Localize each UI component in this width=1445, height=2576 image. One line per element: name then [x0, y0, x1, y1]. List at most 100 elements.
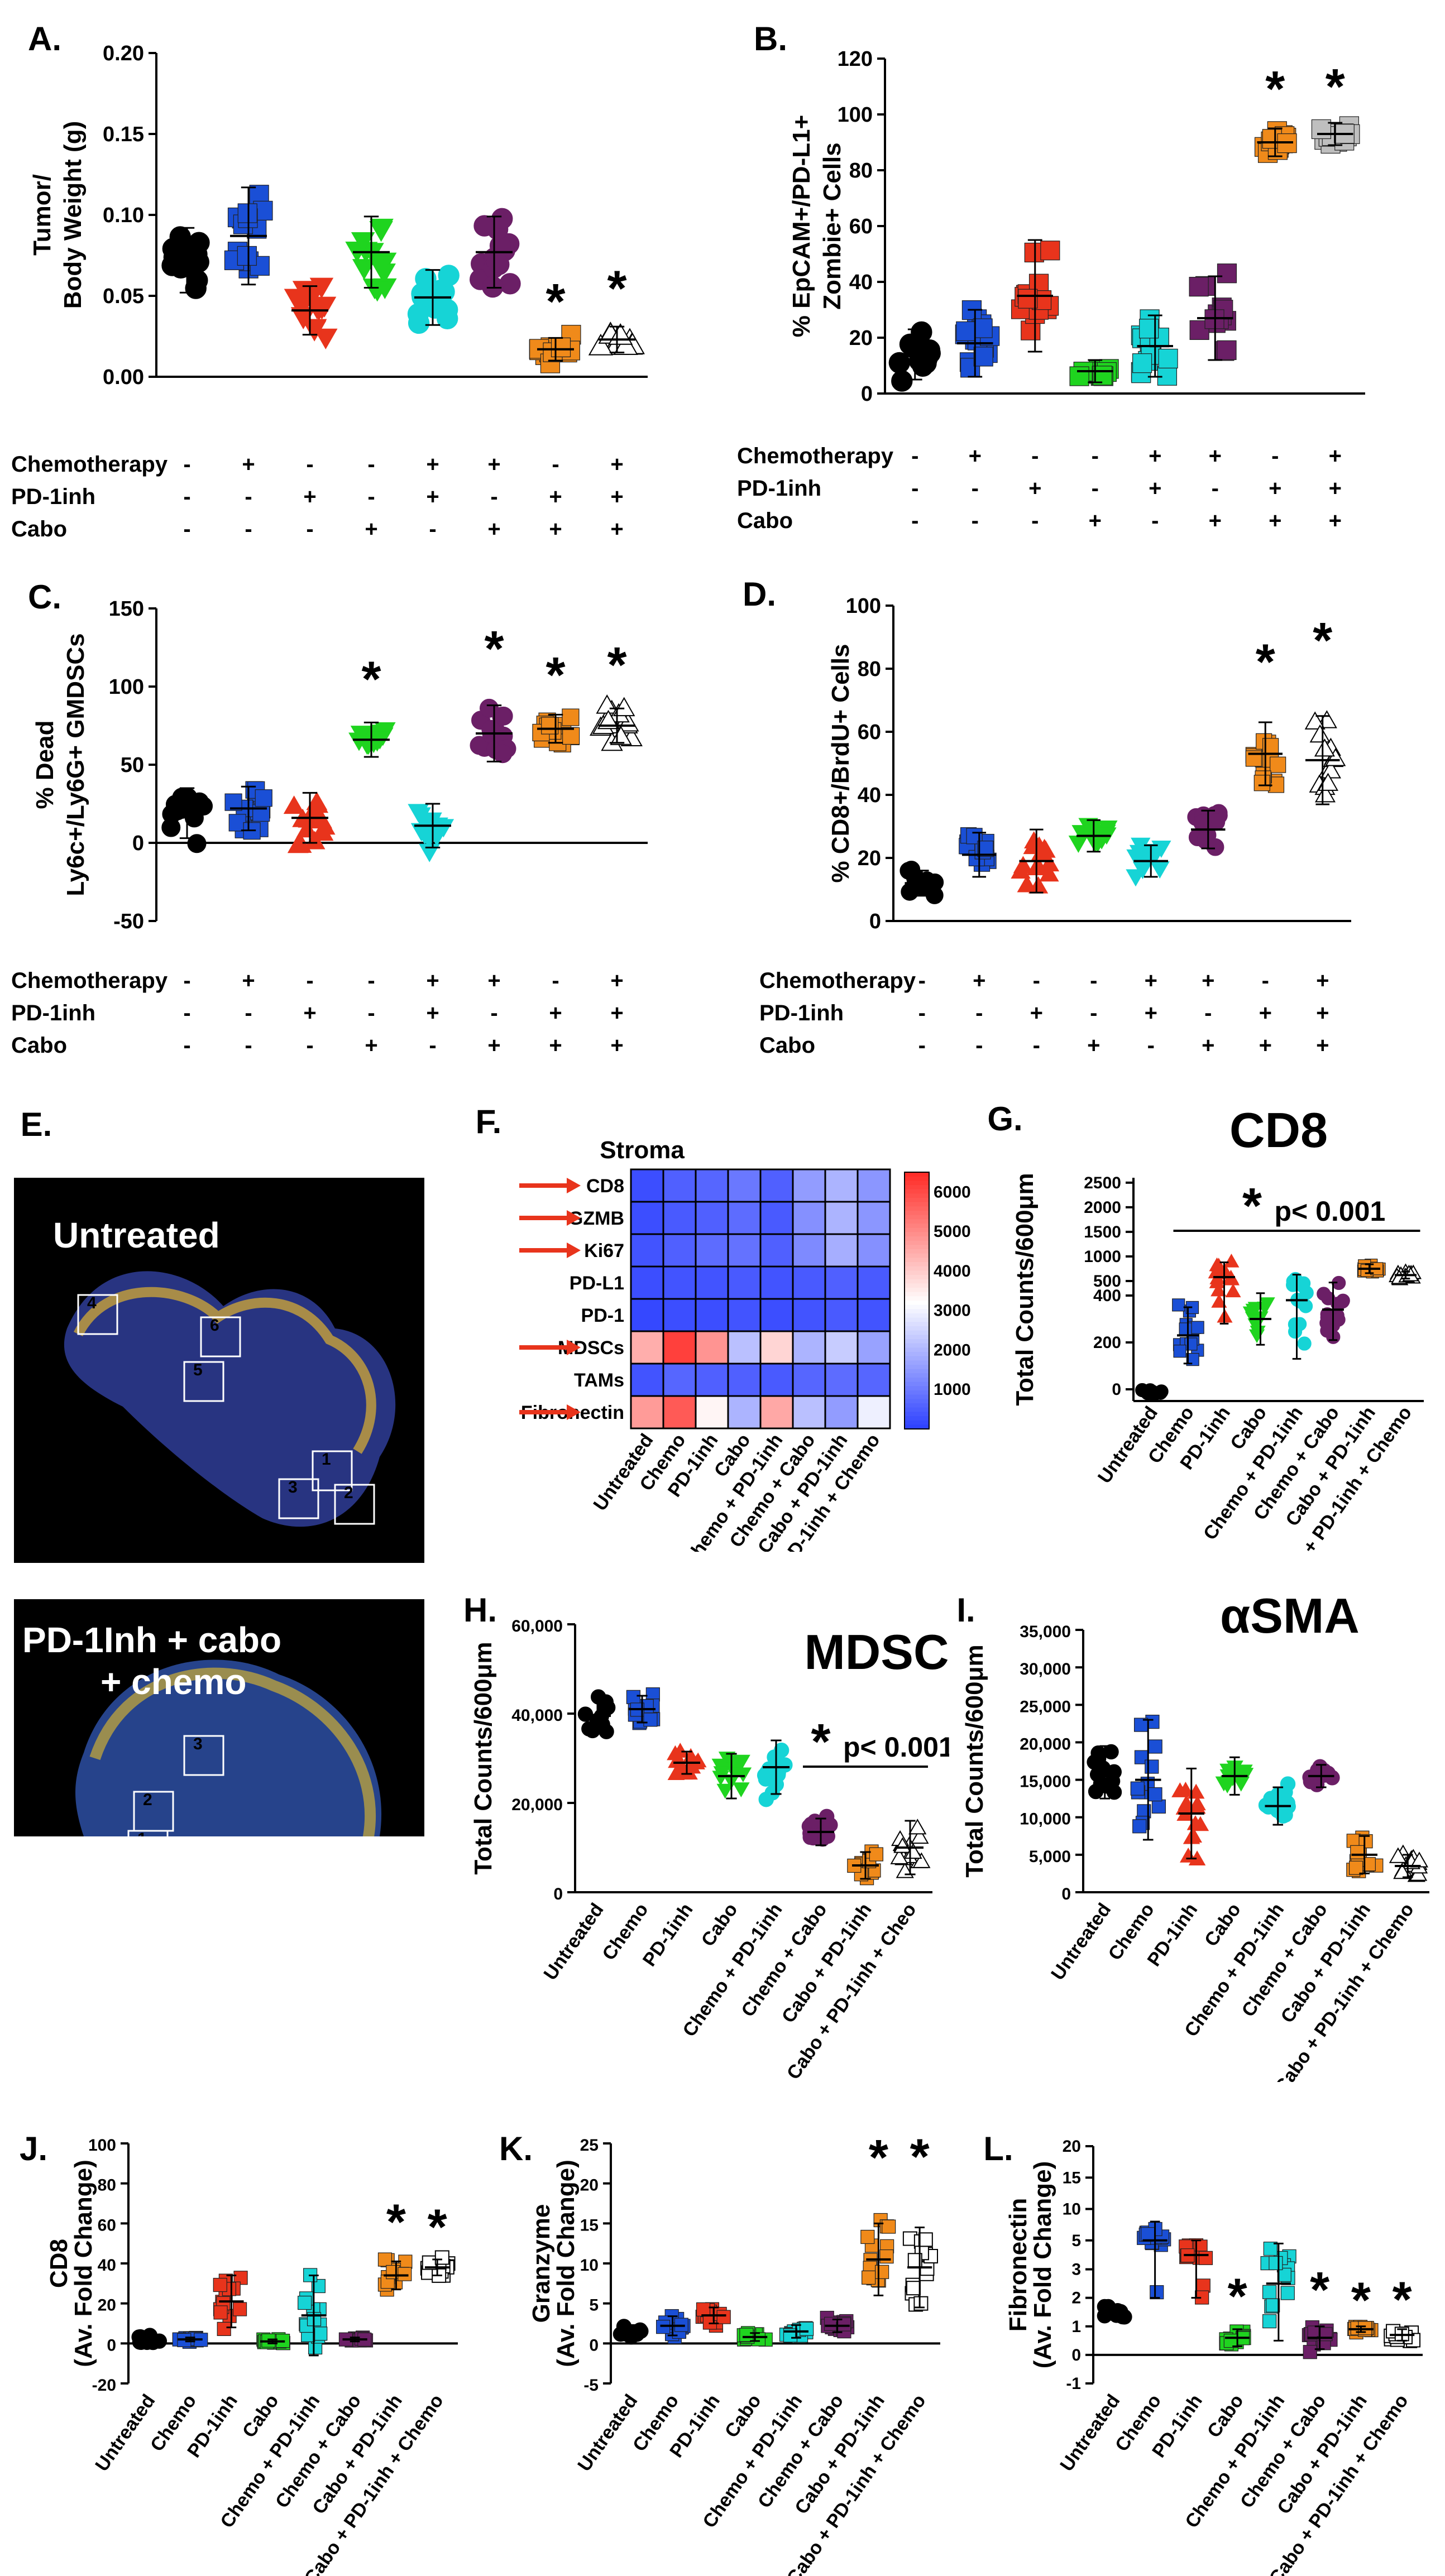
treatment-sign: +	[303, 485, 316, 509]
y-tick-label: 2	[1071, 2289, 1081, 2308]
data-point	[1191, 1321, 1204, 1334]
y-tick-label: 0	[1112, 1380, 1121, 1399]
data-point	[734, 1767, 752, 1783]
data-point	[862, 2270, 876, 2285]
category-label: Untreated	[1047, 1899, 1115, 1984]
treatment-sign: +	[610, 452, 623, 477]
group-points	[213, 2271, 248, 2337]
panel-label: E.	[21, 1106, 52, 1143]
colorbar-segment	[905, 1424, 929, 1429]
treatment-sign: -	[975, 1033, 983, 1058]
treatment-row-label: PD-1inh	[737, 476, 821, 501]
heatmap-cell	[759, 1363, 794, 1397]
heatmap-cell	[857, 1395, 891, 1429]
colorbar-segment	[905, 1283, 929, 1288]
colorbar-segment	[905, 1309, 929, 1314]
y-tick-label: 0	[861, 382, 873, 406]
data-point	[588, 333, 614, 356]
treatment-sign: +	[426, 485, 439, 509]
treatment-sign: -	[429, 1033, 436, 1058]
data-point	[920, 2261, 935, 2276]
data-point	[911, 1827, 929, 1844]
data-point	[1259, 1297, 1275, 1311]
y-tick-label: 10	[580, 2256, 599, 2275]
heatmap-cell	[630, 1168, 664, 1203]
arrow-head	[567, 1210, 581, 1226]
y-tick-label: 35,000	[1020, 1623, 1071, 1641]
colorbar-frame	[904, 1172, 930, 1429]
treatment-sign: +	[969, 444, 982, 468]
significance-star: *	[811, 1714, 830, 1770]
treatment-sign: -	[1204, 1001, 1212, 1025]
significance-star: *	[546, 274, 565, 330]
region-number: 5	[193, 1361, 203, 1379]
data-point	[713, 1766, 731, 1781]
data-point	[1303, 2345, 1317, 2359]
y-tick-label: 1500	[1084, 1223, 1121, 1241]
group-points	[1260, 2242, 1296, 2329]
data-point	[283, 795, 305, 814]
y-tick-label: 20	[98, 2296, 116, 2315]
data-point	[882, 2219, 896, 2234]
treatment-sign: +	[1028, 476, 1041, 501]
panel-d: D. % CD8+/BrdU+ Cells 0 20 40 60 80 100 * * Chemot…	[743, 575, 1351, 1058]
group-points	[470, 208, 521, 298]
colorbar-segment	[905, 1224, 929, 1229]
image-caption: + chemo	[101, 1662, 246, 1702]
group-points	[959, 827, 997, 872]
y-axis-label: Total Counts/600μm	[470, 1642, 497, 1874]
data-point	[800, 2321, 814, 2336]
treatment-sign: -	[183, 1033, 190, 1058]
data-point	[599, 1724, 614, 1739]
treatment-sign: -	[245, 517, 252, 541]
group-points	[626, 1687, 661, 1730]
treatment-sign: +	[1259, 1033, 1272, 1058]
heatmap-cell	[727, 1363, 762, 1397]
panel-label: H.	[463, 1591, 497, 1629]
colorbar-segment	[905, 1403, 929, 1408]
data-point	[597, 709, 620, 730]
region-number: 1	[137, 1830, 147, 1836]
treatment-row-label: Cabo	[759, 1033, 815, 1058]
data-point	[1039, 854, 1060, 872]
treatment-sign: -	[972, 476, 979, 501]
y-axis-label: Total Counts/600μm	[1011, 1173, 1039, 1405]
data-point	[562, 708, 580, 726]
treatment-sign: +	[1202, 1033, 1214, 1058]
data-point	[1350, 1845, 1365, 1859]
significance-star: *	[428, 2200, 447, 2256]
data-point	[1266, 2298, 1280, 2313]
group-points	[224, 185, 273, 279]
data-point	[1023, 837, 1043, 855]
group-points	[1187, 804, 1228, 856]
data-point	[1269, 2256, 1283, 2271]
data-point	[1223, 1271, 1240, 1285]
colorbar-segment	[905, 1381, 929, 1387]
region-number: 4	[87, 1294, 97, 1312]
treatment-sign: -	[1092, 476, 1099, 501]
treatment-sign: +	[1329, 444, 1342, 468]
y-tick-label: 10,000	[1020, 1810, 1071, 1829]
data-point	[1082, 821, 1103, 838]
data-point	[1151, 1799, 1166, 1814]
treatment-row-label: PD-1inh	[759, 1001, 844, 1025]
data-point	[255, 789, 272, 807]
data-point	[1148, 1787, 1162, 1802]
significance-star: *	[607, 261, 626, 316]
data-point	[1171, 1782, 1189, 1797]
data-point	[918, 2232, 933, 2247]
colorbar-segment	[905, 1240, 929, 1246]
treatment-sign: +	[1316, 968, 1329, 993]
tissue-edge	[73, 1287, 376, 1454]
treatment-sign: -	[918, 1033, 926, 1058]
data-point	[1173, 1345, 1186, 1358]
row-label: CD8	[586, 1176, 624, 1197]
significance-star: *	[1256, 634, 1275, 690]
y-tick-label: 80	[849, 159, 873, 183]
panel-label: G.	[987, 1100, 1022, 1138]
y-tick-label: -5	[583, 2376, 599, 2395]
colorbar-segment	[905, 1227, 929, 1233]
data-point	[493, 744, 513, 764]
y-tick-label: 100	[88, 2136, 116, 2155]
treatment-sign: -	[367, 968, 375, 993]
